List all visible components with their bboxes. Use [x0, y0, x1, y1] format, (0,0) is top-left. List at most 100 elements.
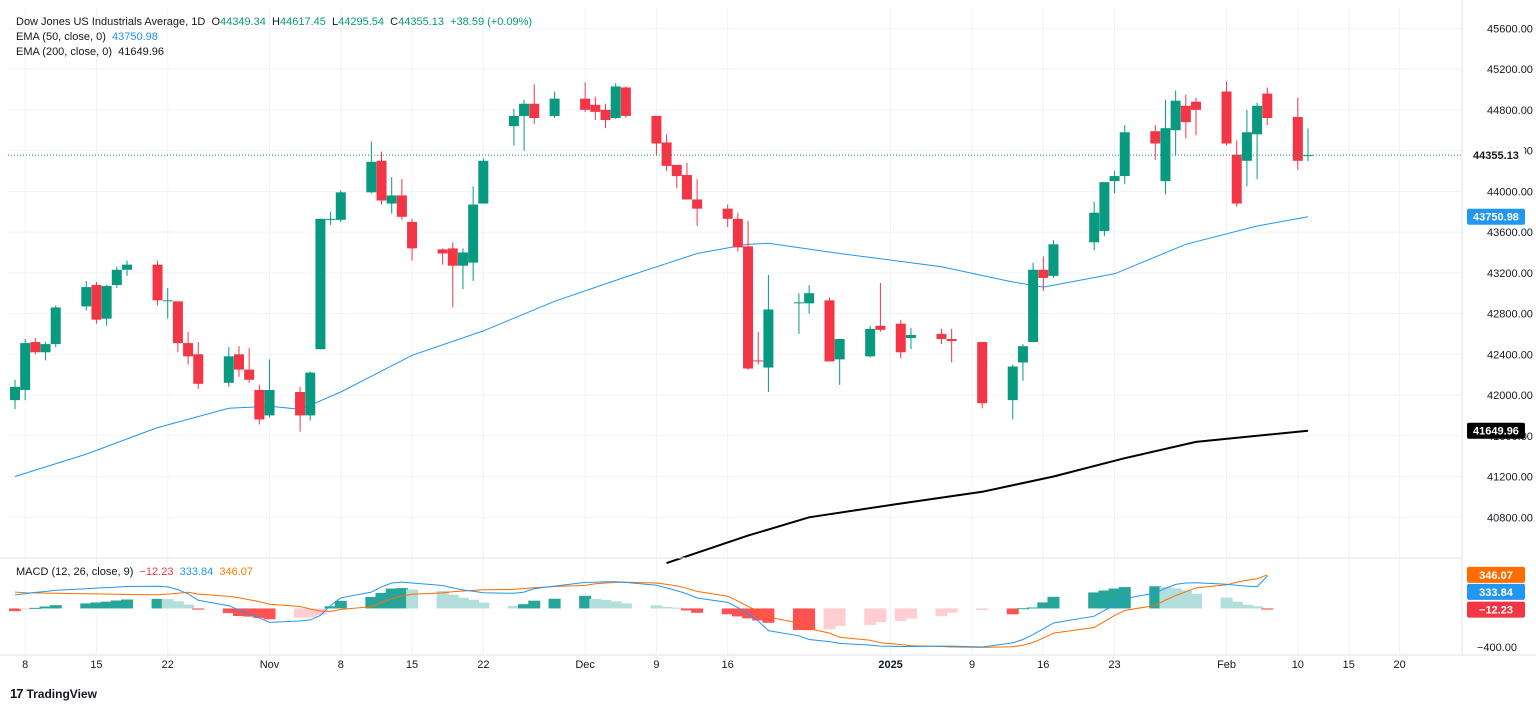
ema50-line	[14, 216, 1309, 477]
legend-macd[interactable]: MACD (12, 26, close, 9) −12.23 333.84 34…	[16, 565, 253, 579]
candle	[620, 86, 631, 118]
macd-histogram-bar	[619, 603, 632, 609]
candle	[305, 371, 316, 421]
candle-body	[1038, 269, 1049, 278]
candle	[30, 338, 41, 355]
candle-body	[1099, 182, 1110, 232]
candle	[804, 285, 815, 314]
date-tick-label: 8	[22, 659, 28, 671]
candle	[223, 347, 234, 387]
date-tick-label: 15	[90, 659, 102, 671]
macd-histogram-bar	[90, 602, 103, 609]
candle-body	[936, 333, 947, 340]
macd-histogram-bar	[406, 589, 419, 609]
candle-body	[590, 104, 601, 112]
tradingview-brand[interactable]: 17 TradingView	[10, 686, 97, 701]
candle	[936, 328, 947, 345]
candle-body	[223, 356, 234, 383]
candle-body	[1191, 101, 1202, 110]
macd-histogram-bar	[650, 605, 663, 609]
candle	[681, 162, 692, 200]
candle	[1292, 97, 1303, 170]
candle-body	[549, 98, 560, 116]
candle-body	[1170, 100, 1181, 131]
candle	[661, 134, 672, 171]
last-price-badge: 44355.13	[1467, 147, 1525, 164]
legend-low: 44295.54	[338, 16, 385, 28]
price-tick-label: 42000.00	[1487, 390, 1533, 402]
date-tick-label: Dec	[575, 659, 595, 671]
candle-body	[1089, 212, 1100, 243]
candle	[315, 218, 326, 350]
macd-histogram-bar	[833, 608, 846, 626]
candle-body	[20, 343, 31, 390]
candle	[264, 359, 275, 418]
macd-histogram-bar	[599, 599, 612, 609]
candle	[743, 220, 754, 370]
macd-histogram-bar	[548, 598, 561, 609]
candle-body	[1109, 176, 1120, 182]
ema50-badge-bg	[1467, 208, 1525, 225]
candle	[1007, 364, 1018, 420]
legend-ema50[interactable]: EMA (50, close, 0) 43750.98	[16, 30, 158, 44]
candle-body	[193, 354, 204, 384]
candle-body	[508, 115, 519, 127]
macd-histogram-bar	[874, 608, 887, 623]
macd-histogram-bar	[294, 608, 307, 618]
candle-body	[743, 246, 754, 369]
price-tick-label: 40800.00	[1487, 512, 1533, 524]
candle	[763, 274, 774, 392]
candle	[692, 179, 703, 226]
candle	[447, 242, 458, 308]
candle-body	[722, 208, 733, 219]
candle	[172, 301, 183, 353]
candle-body	[661, 142, 672, 166]
macd-histogram-bar	[691, 608, 704, 613]
macd-histogram-bar	[29, 607, 42, 609]
macd-line-badge-text: 333.84	[1479, 587, 1514, 599]
legend-symbol: Dow Jones US Industrials Average, 1D	[16, 16, 206, 28]
candle	[295, 386, 306, 432]
candle	[396, 179, 407, 220]
candle	[81, 280, 92, 311]
candle	[1191, 97, 1202, 136]
candle-body	[478, 160, 489, 204]
candle-body	[121, 264, 132, 270]
ema200-badge-bg	[1467, 422, 1525, 439]
macd-histogram-bar	[304, 608, 317, 618]
macd-histogram-bar	[120, 599, 133, 609]
macd-signal-badge-text: 346.07	[1479, 570, 1513, 582]
macd-histogram-bar	[446, 594, 459, 609]
macd-histogram-bar	[589, 598, 602, 609]
candle	[519, 99, 530, 151]
candle-body	[620, 87, 631, 116]
candle-body	[152, 264, 163, 301]
macd-signal-line	[14, 574, 1268, 648]
legend-ema200[interactable]: EMA (200, close, 0) 41649.96	[16, 45, 164, 59]
ema50-layer	[14, 216, 1309, 477]
macd-histogram-bar	[904, 608, 917, 619]
candle-body	[1262, 93, 1273, 118]
candle	[905, 327, 916, 350]
candle	[529, 84, 540, 125]
ema50-badge-text: 43750.98	[1473, 212, 1519, 224]
macd-histogram-bar	[324, 606, 337, 609]
candle	[508, 108, 519, 146]
candle	[1262, 87, 1273, 126]
legend-close-label: C	[390, 16, 399, 28]
candle-body	[651, 115, 662, 144]
candle-body	[865, 328, 876, 357]
macd-line-value: 333.84	[179, 566, 214, 578]
candle	[152, 260, 163, 306]
legend-low-label: L	[332, 16, 339, 28]
macd-histogram-bar	[731, 608, 744, 617]
macd-histogram-bar	[1240, 604, 1253, 609]
candle-body	[437, 249, 448, 254]
candle-body	[1007, 366, 1018, 401]
candle-body	[1180, 105, 1191, 123]
date-tick-label: 22	[477, 659, 489, 671]
macd-histogram-bar	[192, 608, 205, 610]
candle-body	[376, 160, 387, 201]
macd-hist-badge: −12.23	[1467, 601, 1525, 618]
